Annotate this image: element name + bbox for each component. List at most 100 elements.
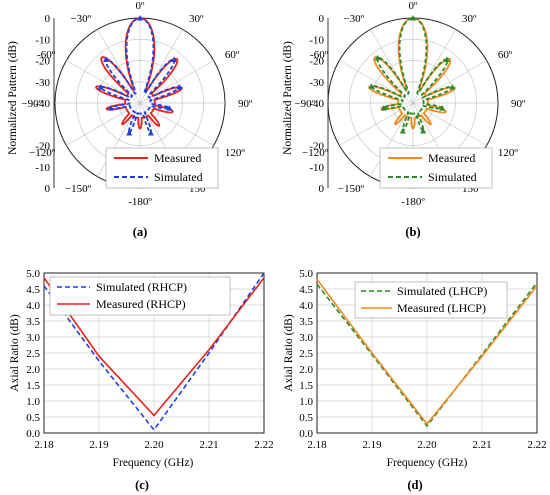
polar-spoke-b	[339, 102, 414, 146]
angle-label-a: 60º	[225, 49, 240, 61]
y-tick-label-c: 2.0	[26, 364, 40, 376]
y-tick-label-d: 2.0	[299, 364, 313, 376]
x-tick-label-c: 2.19	[89, 439, 109, 451]
legend-label-simulated-b: Simulated	[428, 170, 477, 184]
y-tick-label-c: 4.0	[26, 300, 40, 312]
radial-tick-label-a: -20	[35, 56, 50, 68]
radial-tick-label-b: -40	[309, 98, 324, 110]
pattern-marker-b	[449, 84, 456, 90]
pattern-marker-a	[107, 105, 114, 111]
plot-frame-c	[43, 272, 265, 434]
caption-b: (b)	[405, 225, 420, 239]
caption-c: (c)	[135, 478, 149, 492]
x-tick-label-c: 2.21	[199, 439, 218, 451]
angle-label-b: -60º	[310, 49, 329, 61]
y-tick-label-c: 0.5	[26, 412, 40, 424]
radial-tick-label-a: -40	[35, 98, 50, 110]
polar-chart-b: Normalized Pattern (dB) 0 -10 -20 -30 -40 0 -1…	[282, 0, 526, 239]
angle-label-b: −30º	[343, 13, 364, 25]
legend-c: Simulated (RHCP) Measured (RHCP)	[49, 276, 231, 316]
series-line-measured-lhcp-d	[316, 278, 538, 426]
legend-b: Measured Simulated	[379, 147, 493, 189]
angle-label-a: −90º	[21, 98, 42, 110]
radial-tick-label-b: -30	[309, 77, 324, 89]
radial-tick-label-a: -10	[35, 34, 50, 46]
legend-label-sim-c: Simulated (RHCP)	[96, 280, 187, 294]
y-tick-label-d: 1.0	[299, 396, 313, 408]
series-line-simulated-lhcp-d	[316, 282, 538, 428]
angle-label-b: −150º	[338, 183, 365, 195]
line-chart-d: 2.18 2.19 2.20 2.21 2.22 0.0 0.5 1.0 1.5 2.0 2.5 3.…	[283, 268, 547, 492]
legend-label-meas-c: Measured (RHCP)	[96, 297, 186, 311]
pattern-series-simulated-b	[370, 17, 454, 133]
plot-frame-d	[316, 272, 538, 434]
angle-label-b: −90º	[294, 98, 315, 110]
x-tick-label-c: 2.18	[34, 439, 54, 451]
legend-label-sim-d: Simulated (LHCP)	[397, 284, 487, 298]
legend-label-measured-a: Measured	[154, 151, 201, 165]
polar-spoke-b	[412, 102, 487, 146]
pattern-marker-a	[137, 15, 143, 21]
y-tick-label-c: 3.0	[26, 332, 40, 344]
angle-label-b: 0º	[409, 0, 419, 12]
y-tick-label-d: 4.5	[299, 284, 313, 296]
y-tick-label-d: 0.0	[299, 428, 313, 440]
pattern-marker-a	[166, 105, 173, 111]
radial-tick-label-b: -20	[309, 141, 324, 153]
radial-tick-label-b: 0	[319, 183, 325, 195]
angle-label-a: −30º	[70, 13, 91, 25]
ylabel-d: Axial Ratio (dB)	[283, 314, 295, 391]
y-tick-label-d: 4.0	[299, 300, 313, 312]
radial-tick-label-a: -20	[35, 141, 50, 153]
xlabel-c: Frequency (GHz)	[113, 457, 194, 469]
x-tick-label-d: 2.18	[307, 439, 327, 451]
y-tick-label-d: 3.0	[299, 332, 313, 344]
pattern-marker-a	[171, 56, 178, 62]
y-tick-label-d: 0.5	[299, 412, 313, 424]
ylabel-c: Axial Ratio (dB)	[9, 314, 21, 391]
pattern-marker-b	[420, 127, 427, 134]
pattern-marker-b	[368, 83, 375, 89]
radial-tick-label-b: -20	[309, 56, 324, 68]
x-tick-label-c: 2.20	[144, 439, 164, 451]
xlabel-d: Frequency (GHz)	[387, 457, 468, 469]
ylabel-a: Normalized Pattern (dB)	[7, 41, 19, 155]
y-tick-label-d: 3.5	[299, 316, 313, 328]
pattern-marker-a	[176, 84, 183, 90]
radial-tick-label-a: 0	[45, 183, 51, 195]
angle-label-b: 60º	[498, 49, 513, 61]
x-tick-label-c: 2.22	[254, 439, 273, 451]
y-tick-label-c: 2.5	[26, 348, 40, 360]
angle-label-a: 120º	[225, 147, 246, 159]
pattern-marker-a	[97, 84, 104, 90]
polar-spoke-a	[66, 60, 141, 104]
angle-label-a: 0º	[136, 0, 146, 12]
angle-label-a: 30º	[189, 13, 204, 25]
y-tick-label-c: 1.5	[26, 380, 40, 392]
polar-chart-a: Normalized Pattern (dB) 0 -10 -20 -30 -40 0 -1…	[7, 0, 253, 239]
y-tick-label-c: 3.5	[26, 316, 40, 328]
y-tick-label-d: 5.0	[299, 268, 313, 280]
pattern-marker-b	[410, 15, 416, 21]
angle-label-a: −120º	[29, 147, 56, 159]
caption-d: (d)	[407, 478, 422, 492]
x-tick-label-d: 2.22	[527, 439, 546, 451]
y-tick-label-d: 2.5	[299, 348, 313, 360]
angle-label-b: -180º	[401, 196, 425, 208]
pattern-marker-b	[439, 105, 446, 111]
pattern-marker-b	[374, 54, 381, 61]
radial-tick-label-a: -30	[35, 77, 50, 89]
pattern-marker-a	[126, 129, 133, 136]
angle-label-a: 90º	[238, 98, 253, 110]
polar-spoke-a	[139, 102, 214, 146]
y-tick-label-c: 0.0	[26, 428, 40, 440]
y-tick-label-d: 1.5	[299, 380, 313, 392]
pattern-marker-a	[147, 129, 154, 136]
angle-label-b: 30º	[462, 13, 477, 25]
angle-label-a: -180º	[128, 196, 152, 208]
line-chart-c: 2.18 2.19 2.20 2.21 2.22 0.0 0.5 1.0 1.5 2.0 2.5 3.…	[9, 268, 274, 492]
pattern-marker-b	[444, 56, 451, 62]
radial-tick-label-a: -10	[35, 162, 50, 174]
radial-tick-label-b: 0	[319, 13, 325, 25]
